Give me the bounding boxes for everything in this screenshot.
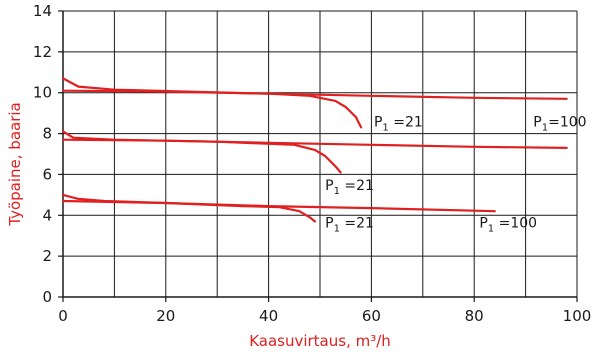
grid: [63, 10, 578, 297]
annotation-label-4: P1 =21: [325, 216, 374, 235]
series-line-3: [61, 130, 342, 174]
x-tick-label: 80: [465, 307, 484, 325]
x-tick-label: 20: [156, 307, 175, 325]
tick-labels: 0 2 4 6 8 10 12 14 0 20 40 60 80 100: [33, 2, 591, 325]
x-tick-label: 60: [362, 307, 381, 325]
annotations: P1 =21 P1=100 P1 =21 P1 =21 P1 =100: [325, 114, 586, 234]
y-tick-label: 4: [42, 206, 52, 224]
series-line-6: [61, 199, 496, 213]
annotation-label-2: P1=100: [533, 114, 586, 133]
y-tick-label: 12: [33, 43, 52, 61]
series-line-1: [61, 77, 363, 129]
x-axis-title: Kaasuvirtaus, m³/h: [249, 332, 391, 350]
y-tick-label: 8: [42, 125, 52, 143]
y-tick-label: 0: [42, 288, 52, 306]
series-line-2: [61, 89, 568, 100]
y-tick-label: 14: [33, 2, 52, 20]
annotation-label-3: P1 =21: [325, 178, 374, 197]
series-line-4: [61, 138, 568, 149]
series-lines: [61, 77, 568, 223]
y-tick-label: 2: [42, 247, 52, 265]
x-tick-label: 40: [259, 307, 278, 325]
annotation-label-5: P1 =100: [479, 216, 537, 235]
y-tick-label: 10: [33, 84, 52, 102]
axes: [58, 10, 578, 302]
x-tick-label: 100: [563, 307, 592, 325]
series-line-5: [61, 193, 316, 223]
x-tick-label: 0: [58, 307, 68, 325]
y-axis-title: Työpaine, baaria: [6, 102, 24, 226]
y-tick-label: 6: [42, 165, 52, 183]
annotation-label-1: P1 =21: [374, 114, 423, 133]
